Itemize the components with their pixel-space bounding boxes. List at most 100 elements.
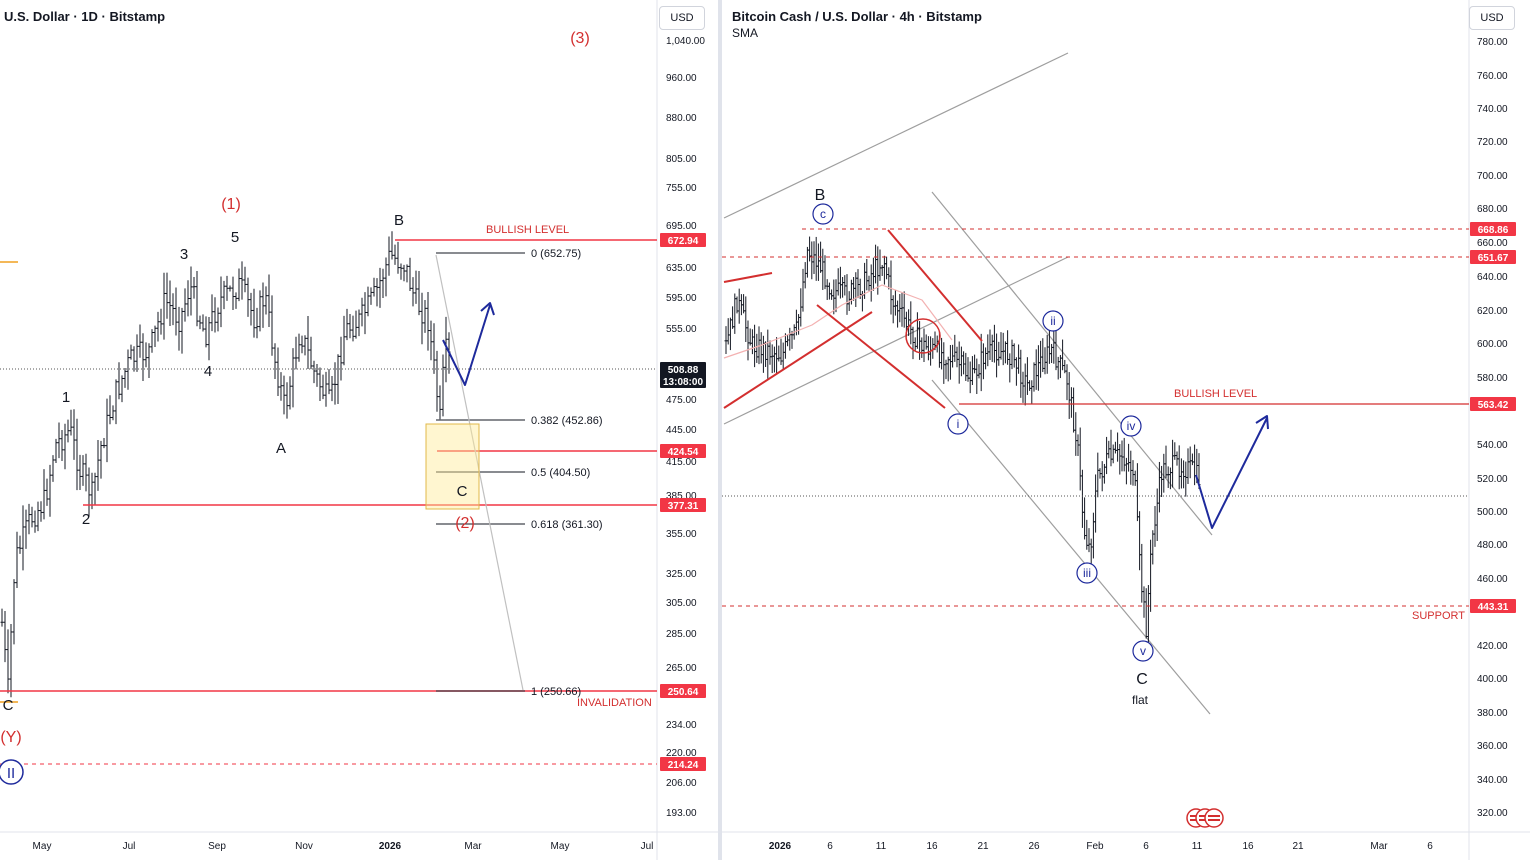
left-price-tick: 193.00 — [666, 808, 697, 819]
left-wave-label: A — [276, 440, 286, 457]
left-price-badge: 214.24 — [668, 760, 699, 771]
right-sma-line — [723, 284, 953, 359]
right-time-tick: Feb — [1086, 841, 1104, 852]
right-price-badge: 443.31 — [1478, 602, 1509, 613]
right-wave-label: flat — [1132, 693, 1149, 707]
left-price-badge: 508.88 — [668, 365, 699, 376]
right-chart-canvas[interactable]: 780.00 760.00 740.00 720.00 700.00 680.00 660.… — [722, 0, 1530, 860]
right-wave-label: C — [1136, 671, 1148, 688]
right-price-badge: 668.86 — [1478, 225, 1509, 236]
right-wave-circled-label-circle — [1120, 415, 1142, 437]
left-chart-canvas[interactable]: 1,040.00 960.00 880.00 805.00 755.00 695.00 63… — [0, 0, 718, 860]
left-price-tick: 305.00 — [666, 598, 697, 609]
left-wave-ii-circle — [0, 759, 24, 785]
left-wave-label: 2 — [82, 511, 90, 528]
right-time-tick: 11 — [876, 841, 887, 852]
left-price-tick: 220.00 — [666, 748, 697, 759]
right-price-tick: 460.00 — [1477, 574, 1508, 585]
left-price-badge: 377.31 — [668, 501, 699, 512]
left-wave-label-red: (1) — [221, 196, 241, 213]
left-fib-label: 0.382 (452.86) — [531, 415, 603, 427]
left-price-tick: 206.00 — [666, 778, 697, 789]
left-chart-title: U.S. Dollar · 1D · Bitstamp — [4, 9, 166, 24]
right-wave-label: B — [815, 187, 826, 204]
left-time-tick: Jul — [123, 841, 136, 852]
right-price-badge-bg — [1470, 599, 1516, 613]
left-price-tick: 355.00 — [666, 529, 697, 540]
right-wave-circled-label-circle — [1132, 640, 1154, 662]
sma-indicator-label[interactable]: SMA — [732, 26, 759, 40]
right-price-tick: 760.00 — [1477, 71, 1508, 82]
right-currency-button[interactable]: USD — [1469, 6, 1515, 30]
right-support-label: SUPPORT — [1412, 610, 1465, 622]
right-projection-arrowhead — [1255, 415, 1269, 430]
right-red-line — [723, 311, 873, 409]
right-price-tick: 620.00 — [1477, 306, 1508, 317]
right-price-tick: 400.00 — [1477, 674, 1508, 685]
right-red-line — [723, 272, 773, 283]
left-price-tick: 415.00 — [666, 457, 697, 468]
left-price-tick: 595.00 — [666, 293, 697, 304]
left-fib-label: 1 (250.66) — [531, 686, 581, 698]
left-price-tick: 285.00 — [666, 629, 697, 640]
right-price-tick: 480.00 — [1477, 540, 1508, 551]
right-price-tick: 540.00 — [1477, 440, 1508, 451]
left-price-badge-sub: 13:08:00 — [663, 377, 703, 388]
left-projection-arrowhead — [480, 302, 495, 316]
right-price-tick: 360.00 — [1477, 741, 1508, 752]
right-chart-panel[interactable]: 780.00 760.00 740.00 720.00 700.00 680.00 660.… — [722, 0, 1530, 860]
right-time-tick: 16 — [926, 841, 938, 852]
right-time-tick: 6 — [827, 841, 833, 852]
right-bullish-level-label: BULLISH LEVEL — [1174, 388, 1257, 400]
right-time-tick: Mar — [1370, 841, 1388, 852]
left-price-badge-bg — [660, 233, 706, 247]
panel-divider[interactable] — [718, 0, 722, 860]
left-time-tick: Mar — [464, 841, 482, 852]
us-event-flag-icon-stripe — [1208, 815, 1220, 817]
right-wave-circled-label-circle — [947, 413, 969, 435]
right-price-tick: 660.00 — [1477, 238, 1508, 249]
left-time-tick: May — [551, 841, 570, 852]
right-price-badge-bg — [1470, 250, 1516, 264]
left-fib-label: 0.618 (361.30) — [531, 519, 603, 531]
us-event-flag-icon — [1204, 808, 1224, 828]
right-price-tick: 580.00 — [1477, 373, 1508, 384]
right-price-badge: 563.42 — [1478, 400, 1509, 411]
left-price-tick: 555.00 — [666, 324, 697, 335]
left-price-badge-bg — [660, 444, 706, 458]
left-chart-panel[interactable]: 1,040.00 960.00 880.00 805.00 755.00 695.00 63… — [0, 0, 718, 860]
right-wave-circled-label: v — [1140, 644, 1146, 658]
left-price-tick: 755.00 — [666, 183, 697, 194]
left-price-tick: 234.00 — [666, 720, 697, 731]
left-price-tick: 445.00 — [666, 425, 697, 436]
right-projection-arrow — [1195, 417, 1268, 529]
left-fib-label: 0.5 (404.50) — [531, 467, 590, 479]
left-currency-button[interactable]: USD — [659, 6, 705, 30]
left-time-tick: 2026 — [379, 841, 402, 852]
right-price-badge-bg — [1470, 397, 1516, 411]
left-price-badge: 250.64 — [668, 687, 699, 698]
left-price-tick: 635.00 — [666, 263, 697, 274]
right-price-tick: 380.00 — [1477, 708, 1508, 719]
left-time-tick: Nov — [295, 841, 313, 852]
left-price-tick: 325.00 — [666, 569, 697, 580]
right-red-line — [887, 229, 983, 342]
left-wave-label: 5 — [231, 229, 239, 246]
right-time-tick: 21 — [1292, 841, 1304, 852]
right-wave-circled-label-circle — [1076, 562, 1098, 584]
left-price-badge-bg — [660, 757, 706, 771]
right-wave-circled-label: i — [957, 417, 960, 431]
right-price-tick: 500.00 — [1477, 507, 1508, 518]
left-wave-label: 4 — [204, 363, 212, 380]
right-time-tick: 11 — [1192, 841, 1203, 852]
right-lower-channel-line — [723, 256, 1069, 425]
left-fib-label: 0 (652.75) — [531, 248, 581, 260]
left-time-tick: May — [33, 841, 52, 852]
left-price-badge-bg — [660, 362, 706, 388]
right-price-tick: 700.00 — [1477, 171, 1508, 182]
left-price-badge: 672.94 — [668, 236, 699, 247]
right-price-tick: 420.00 — [1477, 641, 1508, 652]
left-wave-label: C — [457, 483, 468, 500]
left-price-tick: 265.00 — [666, 663, 697, 674]
right-down-channel-lower — [931, 379, 1211, 715]
